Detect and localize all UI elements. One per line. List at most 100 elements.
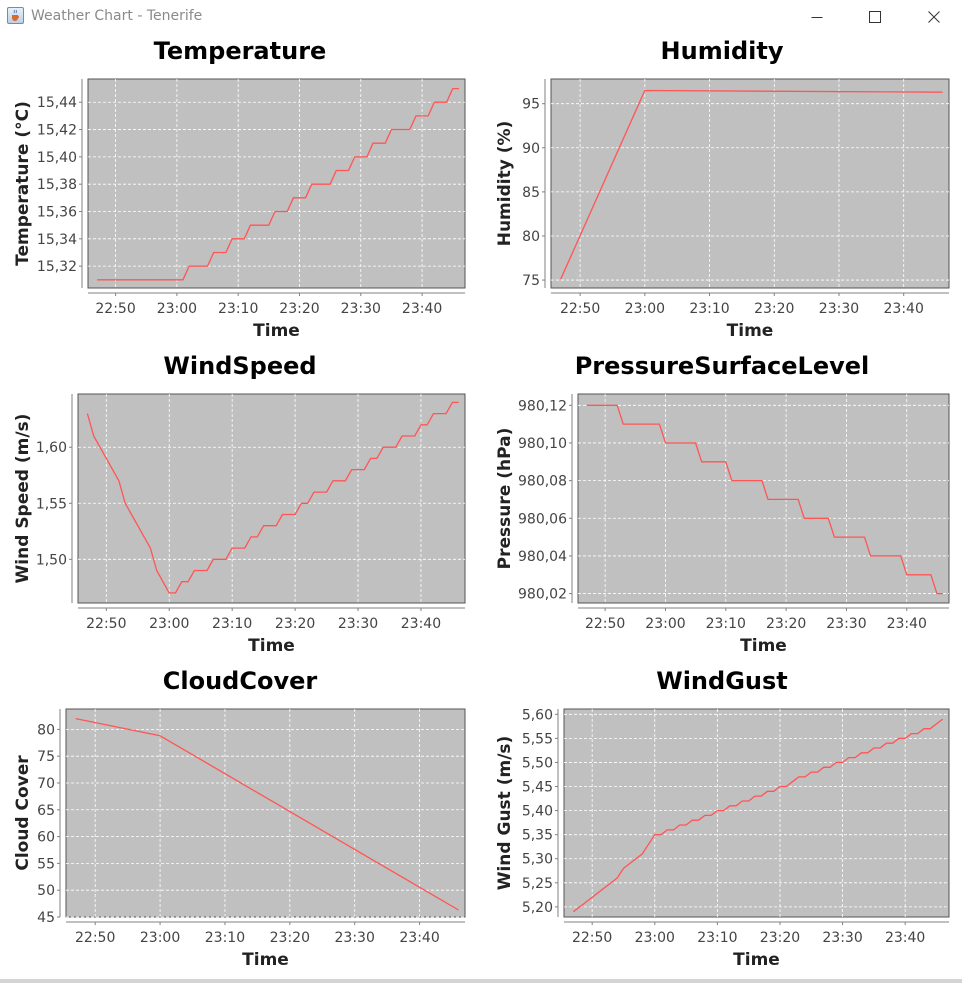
- cloudcover-chart-panel: CloudCover 22:50 23:00 23:10 23:20 23:30 23:4…: [0, 664, 480, 979]
- x-tick-label: 23:40: [887, 616, 927, 632]
- x-axis-title: Time: [248, 636, 295, 656]
- x-tick-label: 23:00: [625, 301, 665, 317]
- cloudcover-chart: 22:50 23:00 23:10 23:20 23:30 23:40 45 50 55 60 65…: [13, 708, 466, 970]
- y-tick-label: 85: [522, 185, 540, 201]
- pressure-chart-panel: PressureSurfaceLevel 22:50 23:00 23:10 23:2…: [482, 349, 962, 664]
- series-line: [97, 87, 459, 281]
- temperature-chart: 22:50 23:00 23:10 23:20 23:30 23:40 15,32 15,34…: [13, 78, 466, 341]
- x-axis-title: Time: [733, 950, 780, 970]
- y-tick-label: 980,02: [518, 587, 567, 603]
- plot-area: [577, 393, 950, 604]
- plot-area: [563, 708, 950, 918]
- y-tick-label: 70: [37, 776, 55, 792]
- window-titlebar: Weather Chart - Tenerife: [0, 0, 962, 34]
- windspeed-chart: 22:50 23:00 23:10 23:20 23:30 23:40 1,50 1,55 1,…: [13, 393, 466, 656]
- x-tick-label: 23:30: [341, 301, 381, 317]
- x-tick-label: 22:50: [86, 616, 126, 632]
- y-tick-label: 45: [37, 910, 55, 926]
- series-line: [573, 718, 944, 913]
- y-tick-label: 5,30: [522, 852, 553, 868]
- maximize-button[interactable]: [852, 0, 898, 34]
- y-tick-label: 65: [37, 803, 55, 819]
- x-tick-label: 22:50: [585, 616, 625, 632]
- x-tick-label: 23:30: [826, 616, 866, 632]
- window-bottom-edge: [0, 979, 962, 983]
- maximize-icon: [869, 11, 881, 23]
- windspeed-chart-panel: WindSpeed 22:50 23:00 23:10 23:20 23:30 23:40…: [0, 349, 480, 664]
- y-axis-title: Wind Gust (m/s): [495, 736, 515, 891]
- y-tick-label: 60: [37, 830, 55, 846]
- y-tick-label: 15,32: [37, 259, 77, 275]
- y-tick-label: 15,34: [37, 232, 77, 248]
- x-tick-label: 23:00: [140, 930, 180, 946]
- plot-area: [77, 393, 466, 604]
- y-tick-label: 5,55: [522, 731, 553, 747]
- y-tick-label: 80: [37, 722, 55, 738]
- minimize-button[interactable]: [794, 0, 840, 34]
- x-tick-label: 23:10: [212, 616, 252, 632]
- x-tick-label: 23:00: [635, 930, 675, 946]
- y-tick-label: 5,35: [522, 828, 553, 844]
- y-axis-title: Pressure (hPa): [495, 428, 515, 570]
- x-tick-label: 23:20: [279, 301, 319, 317]
- y-tick-label: 15,40: [37, 150, 77, 166]
- y-tick-label: 5,20: [522, 900, 553, 916]
- y-tick-label: 5,50: [522, 755, 553, 771]
- x-tick-label: 23:20: [754, 301, 794, 317]
- x-tick-label: 23:10: [697, 930, 737, 946]
- y-axis-title: Cloud Cover: [13, 755, 33, 871]
- plot-area: [550, 78, 950, 289]
- x-tick-label: 23:30: [819, 301, 859, 317]
- y-tick-label: 1,60: [36, 440, 67, 456]
- x-tick-label: 23:10: [706, 616, 746, 632]
- x-tick-label: 23:30: [822, 930, 862, 946]
- y-tick-label: 55: [37, 856, 55, 872]
- window-title: Weather Chart - Tenerife: [31, 8, 203, 24]
- y-tick-label: 50: [37, 883, 55, 899]
- y-tick-label: 980,08: [518, 474, 567, 490]
- x-tick-label: 23:30: [335, 930, 375, 946]
- y-axis-title: Wind Speed (m/s): [13, 414, 33, 584]
- y-tick-label: 5,45: [522, 780, 553, 796]
- x-tick-label: 23:10: [205, 930, 245, 946]
- x-axis-title: Time: [740, 636, 787, 656]
- plot-area: [87, 78, 466, 289]
- y-tick-label: 90: [522, 141, 540, 157]
- x-tick-label: 23:40: [885, 930, 925, 946]
- x-tick-label: 22:50: [560, 301, 600, 317]
- x-axis-title: Time: [242, 950, 289, 970]
- y-tick-label: 980,12: [518, 398, 567, 414]
- y-tick-label: 1,50: [36, 552, 67, 568]
- y-tick-label: 80: [522, 229, 540, 245]
- series-line: [560, 89, 943, 280]
- x-tick-label: 23:00: [157, 301, 197, 317]
- y-tick-label: 75: [522, 273, 540, 289]
- x-tick-label: 22:50: [75, 930, 115, 946]
- chart-title: Temperature: [153, 37, 327, 65]
- chart-title: WindGust: [656, 667, 788, 695]
- series-line: [86, 401, 459, 594]
- x-tick-label: 23:20: [275, 616, 315, 632]
- y-tick-label: 15,38: [37, 177, 77, 193]
- y-axis-title: Temperature (°C): [13, 101, 33, 266]
- x-tick-label: 23:40: [401, 616, 441, 632]
- x-axis-title: Time: [727, 321, 774, 341]
- y-tick-label: 5,60: [522, 707, 553, 723]
- y-tick-label: 15,36: [37, 205, 77, 221]
- chart-title: Humidity: [660, 37, 784, 65]
- y-tick-label: 980,04: [518, 549, 567, 565]
- x-tick-label: 23:40: [402, 301, 442, 317]
- series-line: [587, 404, 943, 595]
- x-tick-label: 23:20: [270, 930, 310, 946]
- java-cup-icon: [7, 7, 24, 24]
- windgust-chart-panel: WindGust 22:50 23:00 23:10 23:20 23:30 23:40 5…: [482, 664, 962, 979]
- x-tick-label: 22:50: [95, 301, 135, 317]
- y-tick-label: 5,40: [522, 804, 553, 820]
- chart-title: CloudCover: [162, 667, 318, 695]
- chart-title: WindSpeed: [163, 352, 317, 380]
- windgust-chart: 22:50 23:00 23:10 23:20 23:30 23:40 5,20 5,25 5,…: [495, 707, 950, 970]
- y-tick-label: 980,06: [518, 511, 567, 527]
- close-button[interactable]: [911, 0, 957, 34]
- pressure-chart: 22:50 23:00 23:10 23:20 23:30 23:40 980,02 980,…: [495, 393, 950, 656]
- minimize-icon: [811, 17, 823, 18]
